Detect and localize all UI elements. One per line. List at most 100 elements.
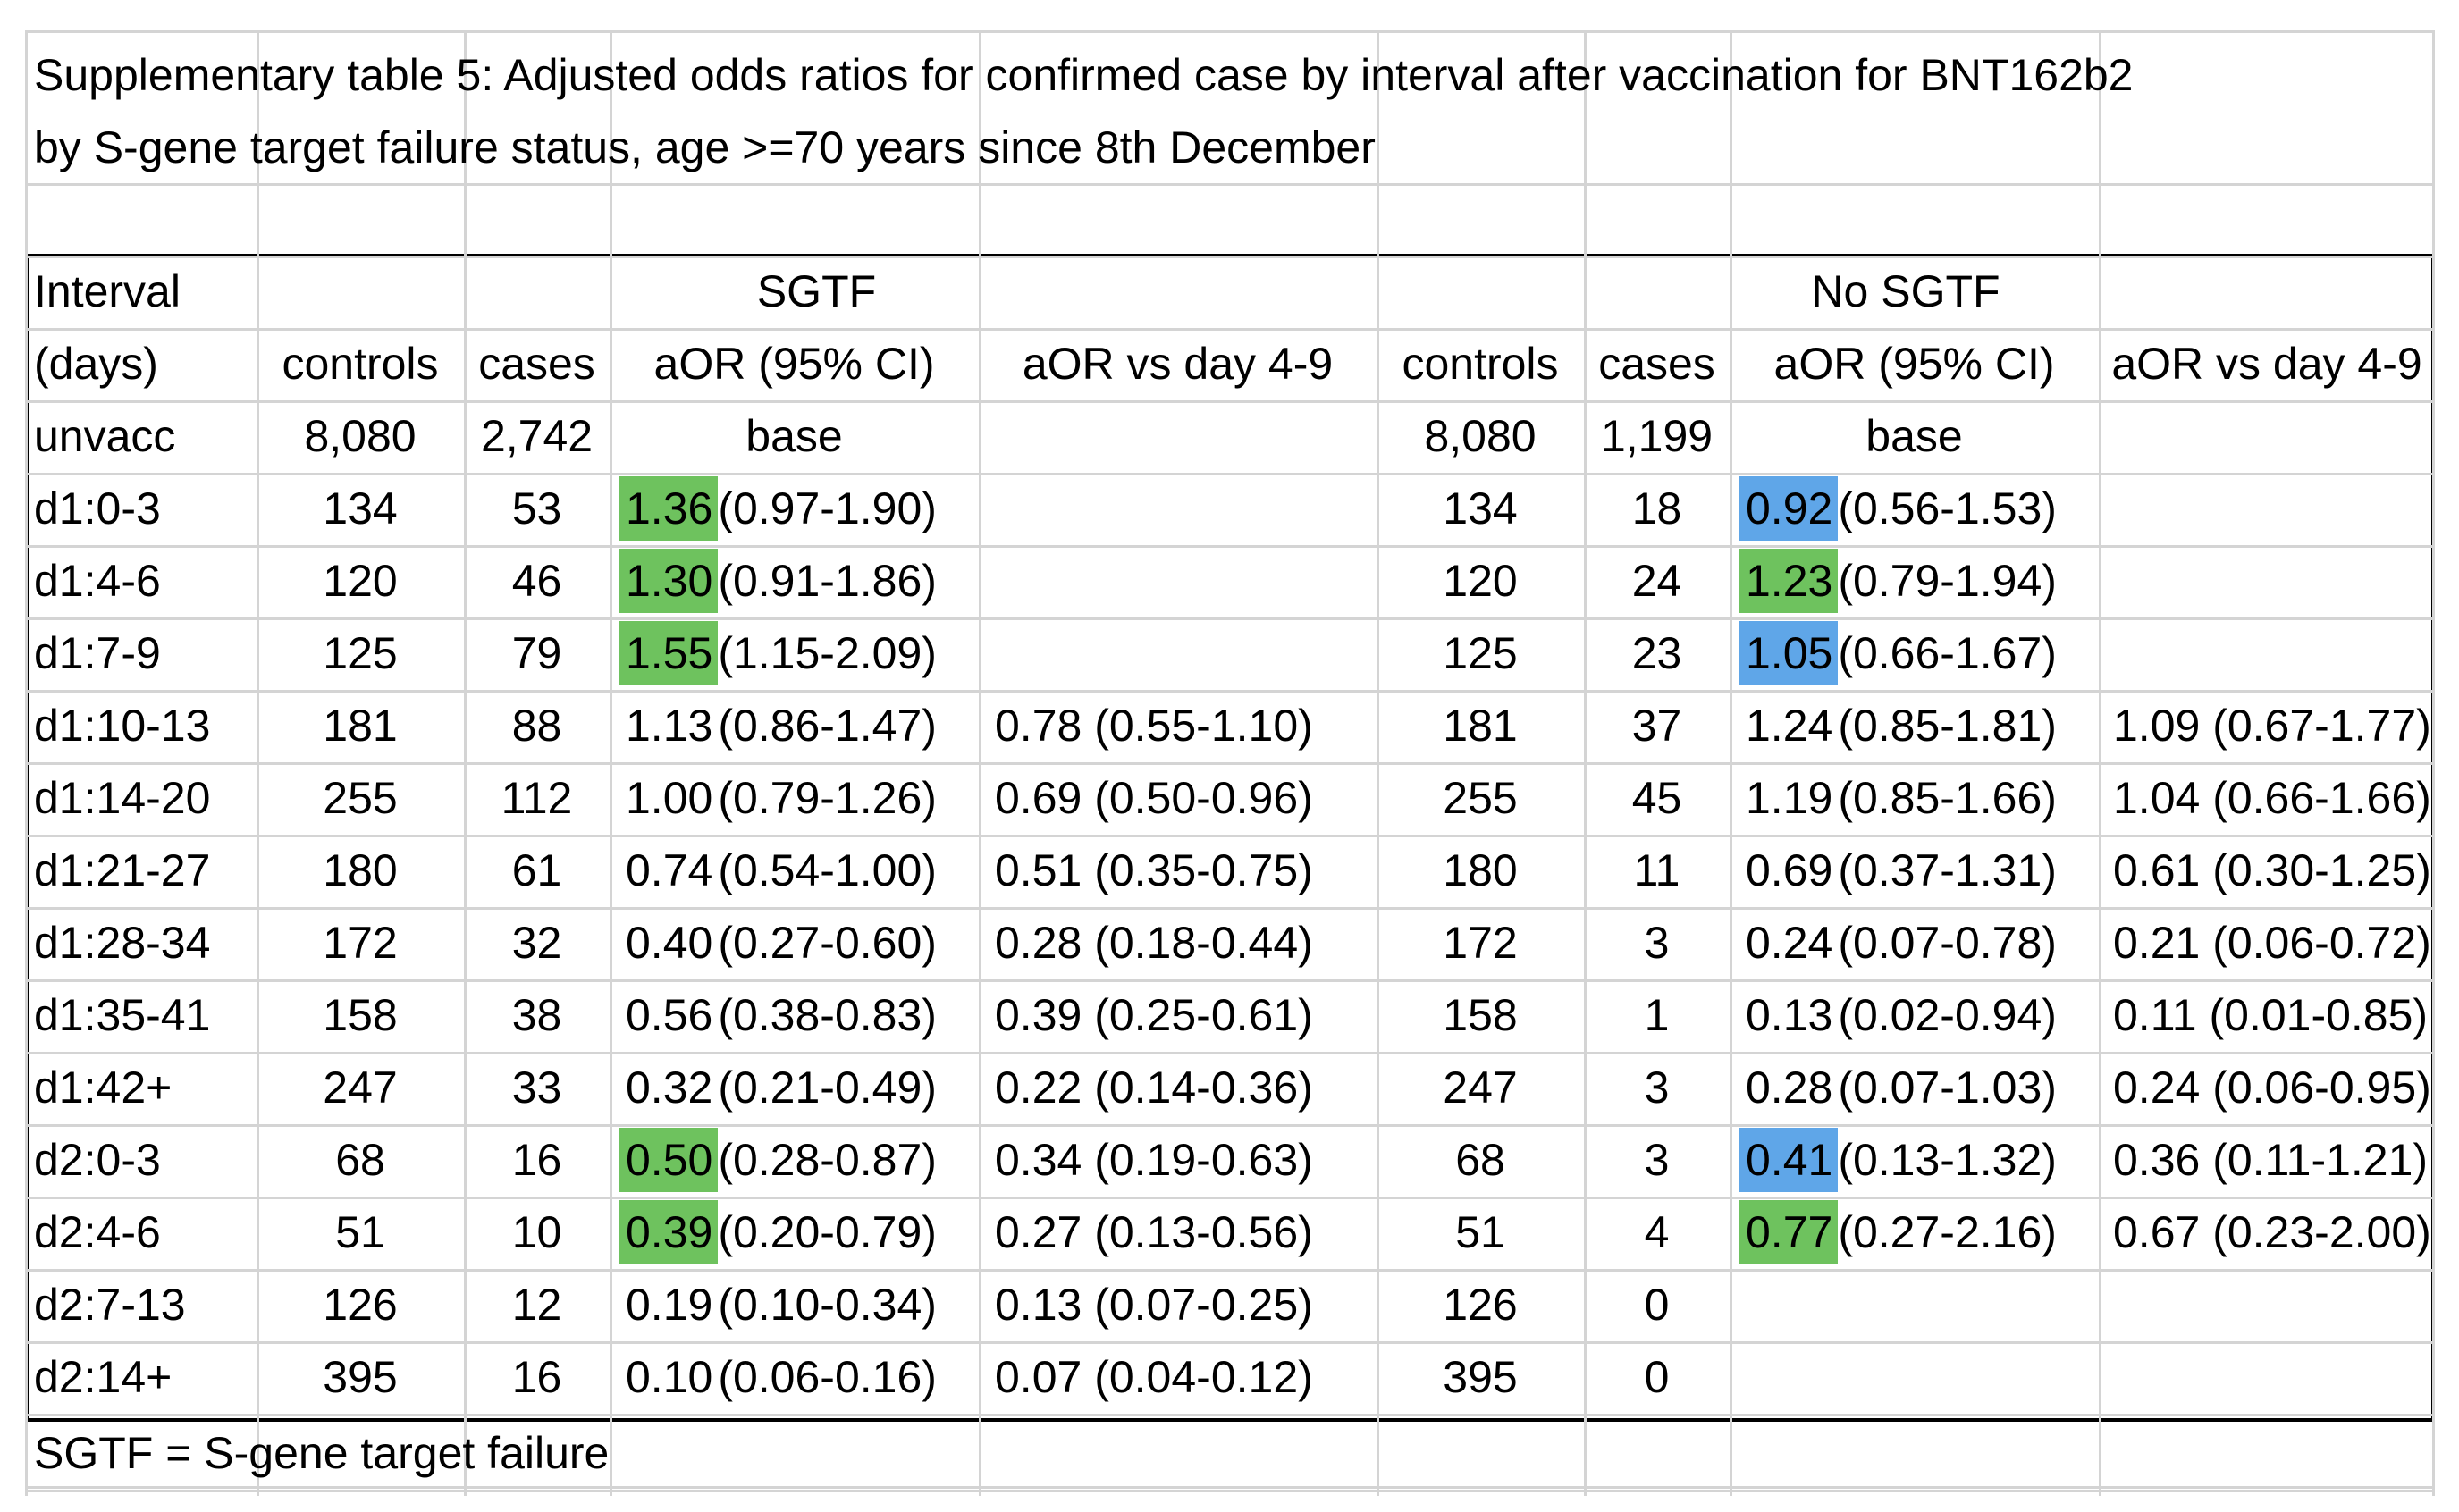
gridline bbox=[25, 30, 2435, 33]
nosgtf-aor-value: 1.24 bbox=[1746, 701, 1833, 751]
sgtf-aor-cell: 0.32 (0.21-0.49) bbox=[619, 1052, 937, 1123]
nosgtf-controls-cell: 120 bbox=[1443, 556, 1518, 606]
nosgtf-aor-value: 0.77 bbox=[1739, 1200, 1839, 1264]
nosgtf-aor-value: 1.23 bbox=[1739, 549, 1839, 613]
gridline bbox=[25, 762, 2435, 765]
row-interval: d1:0-3 bbox=[34, 483, 161, 533]
header-group-sgtf: SGTF bbox=[756, 266, 877, 316]
nosgtf-aor-vs-cell: 0.36 (0.11-1.21) bbox=[2113, 1135, 2429, 1185]
gridline bbox=[25, 907, 2435, 910]
nosgtf-aor-value: 0.13 bbox=[1746, 990, 1833, 1040]
nosgtf-aor-cell: 0.24 (0.07-0.78) bbox=[1739, 907, 2057, 979]
row-interval: d2:4-6 bbox=[34, 1207, 161, 1257]
row-interval: d1:28-34 bbox=[34, 918, 211, 968]
header-group-no-sgtf: No SGTF bbox=[1811, 266, 2000, 316]
nosgtf-aor-cell: 0.92 (0.56-1.53) bbox=[1739, 473, 2057, 544]
gridline bbox=[25, 256, 2435, 258]
sgtf-aor-ci: (0.54-1.00) bbox=[718, 845, 937, 895]
nosgtf-aor-vs-cell: 0.24 (0.06-0.95) bbox=[2113, 1063, 2431, 1113]
table-border-bottom bbox=[25, 1418, 2435, 1422]
sgtf-aor-cell: base bbox=[745, 411, 843, 461]
nosgtf-aor-ci: (0.07-0.78) bbox=[1838, 918, 2057, 968]
nosgtf-cases-cell: 0 bbox=[1644, 1280, 1670, 1330]
sgtf-aor-cell: 1.13 (0.86-1.47) bbox=[619, 690, 937, 761]
nosgtf-controls-cell: 8,080 bbox=[1424, 411, 1537, 461]
nosgtf-aor-cell: 0.28 (0.07-1.03) bbox=[1739, 1052, 2057, 1123]
nosgtf-cases-cell: 1,199 bbox=[1600, 411, 1714, 461]
header-sgtf-cases: cases bbox=[478, 339, 595, 389]
sgtf-aor-value: 0.32 bbox=[626, 1063, 713, 1113]
sgtf-aor-vs-cell: 0.78 (0.55-1.10) bbox=[995, 701, 1313, 751]
nosgtf-cases-cell: 4 bbox=[1644, 1207, 1670, 1257]
nosgtf-aor-ci: (0.79-1.94) bbox=[1838, 556, 2057, 606]
header-interval-days: (days) bbox=[34, 339, 158, 389]
sgtf-aor-ci: (0.86-1.47) bbox=[718, 701, 937, 751]
nosgtf-controls-cell: 126 bbox=[1443, 1280, 1518, 1330]
sgtf-aor-vs-cell: 0.07 (0.04-0.12) bbox=[995, 1352, 1313, 1402]
sgtf-aor-vs-cell: 0.69 (0.50-0.96) bbox=[995, 773, 1313, 823]
nosgtf-aor-value: 0.28 bbox=[1746, 1063, 1833, 1113]
sgtf-controls-cell: 126 bbox=[323, 1280, 398, 1330]
nosgtf-aor-cell: 0.41 (0.13-1.32) bbox=[1739, 1124, 2057, 1196]
header-nosgtf-controls: controls bbox=[1402, 339, 1559, 389]
nosgtf-cases-cell: 3 bbox=[1644, 1135, 1670, 1185]
header-sgtf-aor: aOR (95% CI) bbox=[653, 339, 935, 389]
header-sgtf-aor-vs: aOR vs day 4-9 bbox=[1022, 339, 1334, 389]
nosgtf-cases-cell: 45 bbox=[1631, 773, 1682, 823]
nosgtf-aor-ci: (0.85-1.66) bbox=[1838, 773, 2057, 823]
nosgtf-aor-value: 0.24 bbox=[1746, 918, 1833, 968]
gridline bbox=[25, 328, 2435, 331]
sgtf-cases-cell: 16 bbox=[511, 1135, 562, 1185]
sgtf-controls-cell: 181 bbox=[323, 701, 398, 751]
nosgtf-controls-cell: 255 bbox=[1443, 773, 1518, 823]
nosgtf-cases-cell: 18 bbox=[1631, 483, 1682, 533]
sgtf-controls-cell: 255 bbox=[323, 773, 398, 823]
sgtf-aor-cell: 1.30 (0.91-1.86) bbox=[619, 545, 937, 617]
sgtf-cases-cell: 16 bbox=[511, 1352, 562, 1402]
sgtf-aor-ci: (0.79-1.26) bbox=[718, 773, 937, 823]
sgtf-cases-cell: 46 bbox=[511, 556, 562, 606]
gridline bbox=[25, 835, 2435, 837]
table-title-line-1: Supplementary table 5: Adjusted odds rat… bbox=[34, 50, 2134, 100]
nosgtf-aor-value: 1.05 bbox=[1739, 621, 1839, 685]
row-interval: d2:7-13 bbox=[34, 1280, 186, 1330]
row-interval: d1:14-20 bbox=[34, 773, 211, 823]
nosgtf-aor-vs-cell: 0.21 (0.06-0.72) bbox=[2113, 918, 2431, 968]
row-interval: d1:21-27 bbox=[34, 845, 211, 895]
sgtf-aor-ci: (0.10-0.34) bbox=[718, 1280, 937, 1330]
nosgtf-controls-cell: 181 bbox=[1443, 701, 1518, 751]
gridline bbox=[25, 1052, 2435, 1054]
nosgtf-aor-ci: (0.02-0.94) bbox=[1838, 990, 2057, 1040]
gridline bbox=[25, 1269, 2435, 1272]
nosgtf-aor-ci: (0.07-1.03) bbox=[1838, 1063, 2057, 1113]
sgtf-cases-cell: 79 bbox=[511, 628, 562, 678]
sgtf-cases-cell: 32 bbox=[511, 918, 562, 968]
row-interval: d1:7-9 bbox=[34, 628, 161, 678]
sgtf-cases-cell: 33 bbox=[511, 1063, 562, 1113]
gridline bbox=[25, 400, 2435, 403]
gridline bbox=[25, 690, 2435, 693]
header-nosgtf-cases: cases bbox=[1598, 339, 1715, 389]
sgtf-aor-value: 1.36 bbox=[619, 476, 719, 541]
sgtf-aor-value: 0.40 bbox=[626, 918, 713, 968]
sgtf-aor-vs-cell: 0.51 (0.35-0.75) bbox=[995, 845, 1313, 895]
sgtf-aor-ci: (0.20-0.79) bbox=[718, 1207, 937, 1257]
nosgtf-aor-ci: (0.27-2.16) bbox=[1838, 1207, 2057, 1257]
gridline bbox=[25, 545, 2435, 548]
nosgtf-aor-cell: 0.69 (0.37-1.31) bbox=[1739, 835, 2057, 906]
nosgtf-aor-vs-cell: 1.04 (0.66-1.66) bbox=[2113, 773, 2431, 823]
row-interval: d1:10-13 bbox=[34, 701, 211, 751]
sgtf-aor-value: 0.56 bbox=[626, 990, 713, 1040]
nosgtf-aor-value: 1.19 bbox=[1746, 773, 1833, 823]
sgtf-aor-value: 0.50 bbox=[619, 1128, 719, 1192]
nosgtf-aor-vs-cell: 1.09 (0.67-1.77) bbox=[2113, 701, 2431, 751]
nosgtf-aor-value: 0.69 bbox=[1746, 845, 1833, 895]
nosgtf-controls-cell: 68 bbox=[1455, 1135, 1505, 1185]
sgtf-cases-cell: 38 bbox=[511, 990, 562, 1040]
nosgtf-aor-cell: base bbox=[1865, 411, 1963, 461]
sgtf-aor-cell: 1.36 (0.97-1.90) bbox=[619, 473, 937, 544]
gridline bbox=[25, 1414, 2435, 1416]
sgtf-aor-ci: (0.21-0.49) bbox=[718, 1063, 937, 1113]
sgtf-aor-ci: (0.06-0.16) bbox=[718, 1352, 937, 1402]
nosgtf-controls-cell: 247 bbox=[1443, 1063, 1518, 1113]
